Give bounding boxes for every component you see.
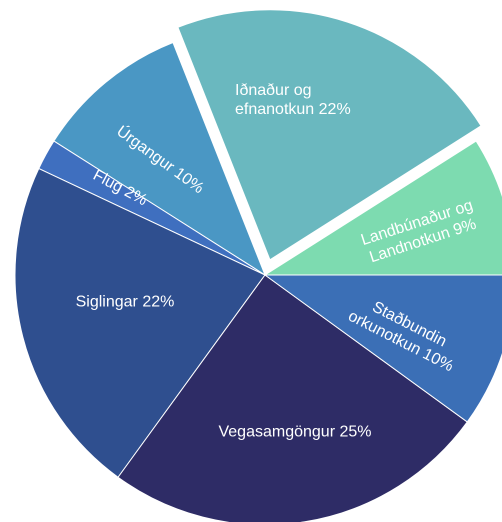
category-label: Iðnaður og efnanotkun	[235, 82, 315, 118]
pie-slice	[263, 140, 502, 276]
slice-label: Iðnaður og efnanotkun 22%	[235, 81, 385, 119]
slice-label: Siglingar 22%	[45, 293, 205, 312]
pie-slice	[53, 41, 267, 277]
pie-slice	[177, 9, 482, 261]
category-label: Vegasamgöngur	[218, 423, 336, 441]
slice-label: Vegasamgöngur 25%	[195, 423, 395, 442]
value-label: 22%	[142, 293, 175, 311]
value-label: 22%	[318, 101, 351, 118]
category-label: Siglingar	[75, 293, 138, 311]
pie-slice	[263, 274, 502, 423]
pie-slice	[14, 167, 266, 478]
value-label: 25%	[339, 423, 372, 441]
